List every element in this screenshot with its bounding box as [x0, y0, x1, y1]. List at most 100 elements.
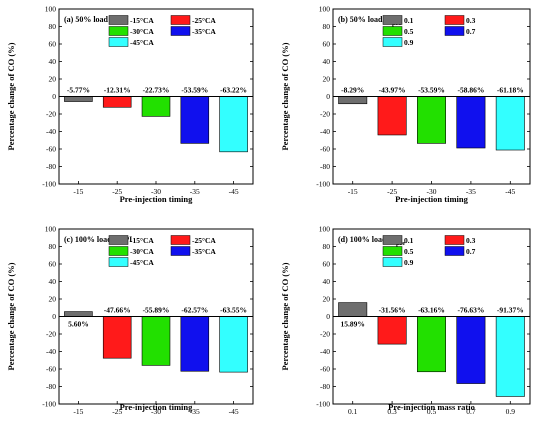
x-tick-label: 0.1: [348, 407, 358, 416]
legend-swatch: [108, 15, 129, 25]
legend-label: -15°CA: [130, 16, 154, 25]
data-label: -31.56%: [379, 306, 406, 315]
bar: [377, 316, 407, 345]
data-label: -61.18%: [497, 86, 524, 95]
data-label: -91.37%: [497, 306, 524, 315]
legend: -15°CA -25°CA -30°CA -35°CA -45°CA: [108, 235, 216, 267]
data-label: -63.22%: [220, 86, 247, 95]
y-tick-label: 0: [326, 312, 330, 321]
y-tick-label: -100: [316, 180, 330, 189]
y-tick-label: 0: [52, 312, 56, 321]
y-tick-label: -100: [42, 180, 56, 189]
legend-label: 0.7: [466, 27, 476, 36]
panel-title: (c) 100% load SOPI: [64, 235, 132, 244]
data-label: -62.57%: [181, 306, 208, 315]
y-tick-label: 100: [45, 5, 57, 14]
legend-label: -25°CA: [192, 16, 216, 25]
x-tick-label: -25: [112, 407, 122, 416]
legend-label: 0.9: [404, 38, 414, 47]
data-label: -55.89%: [143, 306, 170, 315]
bar: [417, 96, 446, 144]
y-tick-label: -80: [320, 162, 330, 171]
legend-label: 0.5: [404, 27, 414, 36]
legend-swatch: [170, 15, 191, 25]
y-tick-label: 80: [49, 242, 57, 251]
y-tick-label: -20: [46, 330, 56, 339]
data-label: -63.16%: [418, 306, 445, 315]
bar: [417, 316, 446, 373]
legend-label: 0.3: [466, 16, 476, 25]
y-tick-label: 0: [52, 92, 56, 101]
y-tick-label: -60: [46, 145, 56, 154]
x-axis-title: Pre-injection timing: [395, 194, 469, 204]
data-label: 15.89%: [341, 320, 365, 329]
y-tick-label: -20: [46, 110, 56, 119]
legend-swatch: [108, 257, 129, 267]
x-axis-title: Pre-injection mass ratio: [388, 402, 475, 412]
y-tick-label: 20: [323, 75, 331, 84]
y-tick-label: 0: [326, 92, 330, 101]
y-tick-label: -40: [320, 127, 330, 136]
bar: [64, 96, 93, 102]
y-tick-label: 40: [49, 57, 57, 66]
bar: [377, 96, 407, 136]
legend-label: 0.9: [404, 258, 414, 267]
panel-title: (a) 50% load SOPI: [64, 15, 129, 24]
y-tick-label: 40: [49, 277, 57, 286]
legend-swatch: [108, 37, 129, 47]
bar: [64, 311, 93, 317]
y-tick-label: -20: [320, 110, 330, 119]
chart-panel-1: -8.29% -43.97% -53.59% -58.86% -61.18% -100 -8…: [280, 5, 531, 204]
chart-panel-2: 5.60% -47.66% -55.89% -62.57% -63.55% -100 -80…: [6, 225, 254, 416]
x-tick-label: -25: [387, 187, 397, 196]
y-tick-label: 40: [323, 57, 331, 66]
y-tick-label: -80: [46, 162, 56, 171]
y-tick-label: -60: [320, 145, 330, 154]
legend-label: -35°CA: [192, 27, 216, 36]
legend-swatch: [382, 257, 403, 267]
x-tick-label: -45: [229, 187, 239, 196]
legend-swatch: [170, 235, 191, 245]
data-label: -22.73%: [143, 86, 170, 95]
legend-label: 0.5: [404, 247, 414, 256]
y-tick-label: 80: [323, 22, 331, 31]
chart-panel-3: 15.89% -31.56% -63.16% -76.63% -91.37% -100 -8…: [280, 225, 531, 416]
bar: [338, 96, 368, 105]
y-tick-label: 20: [49, 75, 57, 84]
bar: [141, 316, 171, 366]
y-tick-label: 60: [49, 260, 57, 269]
data-label: 5.60%: [68, 320, 89, 329]
legend-label: -15°CA: [130, 236, 154, 245]
y-tick-label: -40: [46, 347, 56, 356]
y-tick-label: 20: [49, 295, 57, 304]
x-tick-label: -30: [151, 187, 161, 196]
data-label: -63.55%: [220, 306, 247, 315]
x-axis-title: Pre-injection timing: [120, 194, 194, 204]
y-tick-label: 80: [49, 22, 57, 31]
legend-label: -45°CA: [130, 38, 154, 47]
y-axis-title: Percentage change of CO (%): [6, 262, 16, 370]
legend-swatch: [382, 246, 403, 256]
y-tick-label: 100: [319, 225, 331, 234]
x-tick-label: -30: [427, 187, 437, 196]
bar: [180, 96, 210, 144]
legend-swatch: [108, 26, 129, 36]
y-tick-label: -20: [320, 330, 330, 339]
x-tick-label: -15: [73, 187, 83, 196]
y-tick-label: 60: [323, 260, 331, 269]
legend-label: -25°CA: [192, 236, 216, 245]
bar: [219, 96, 248, 153]
data-label: -58.86%: [457, 86, 484, 95]
x-tick-label: -45: [229, 407, 239, 416]
legend-label: 0.1: [404, 236, 414, 245]
data-label: -8.29%: [341, 86, 364, 95]
x-tick-label: -15: [73, 407, 83, 416]
x-tick-label: -45: [505, 187, 515, 196]
legend: 0.1 0.3 0.5 0.7 0.9: [382, 15, 476, 47]
data-label: -12.31%: [104, 86, 131, 95]
data-label: -47.66%: [104, 306, 131, 315]
y-tick-label: 20: [323, 295, 331, 304]
y-tick-label: -40: [320, 347, 330, 356]
legend-label: -30°CA: [130, 27, 154, 36]
